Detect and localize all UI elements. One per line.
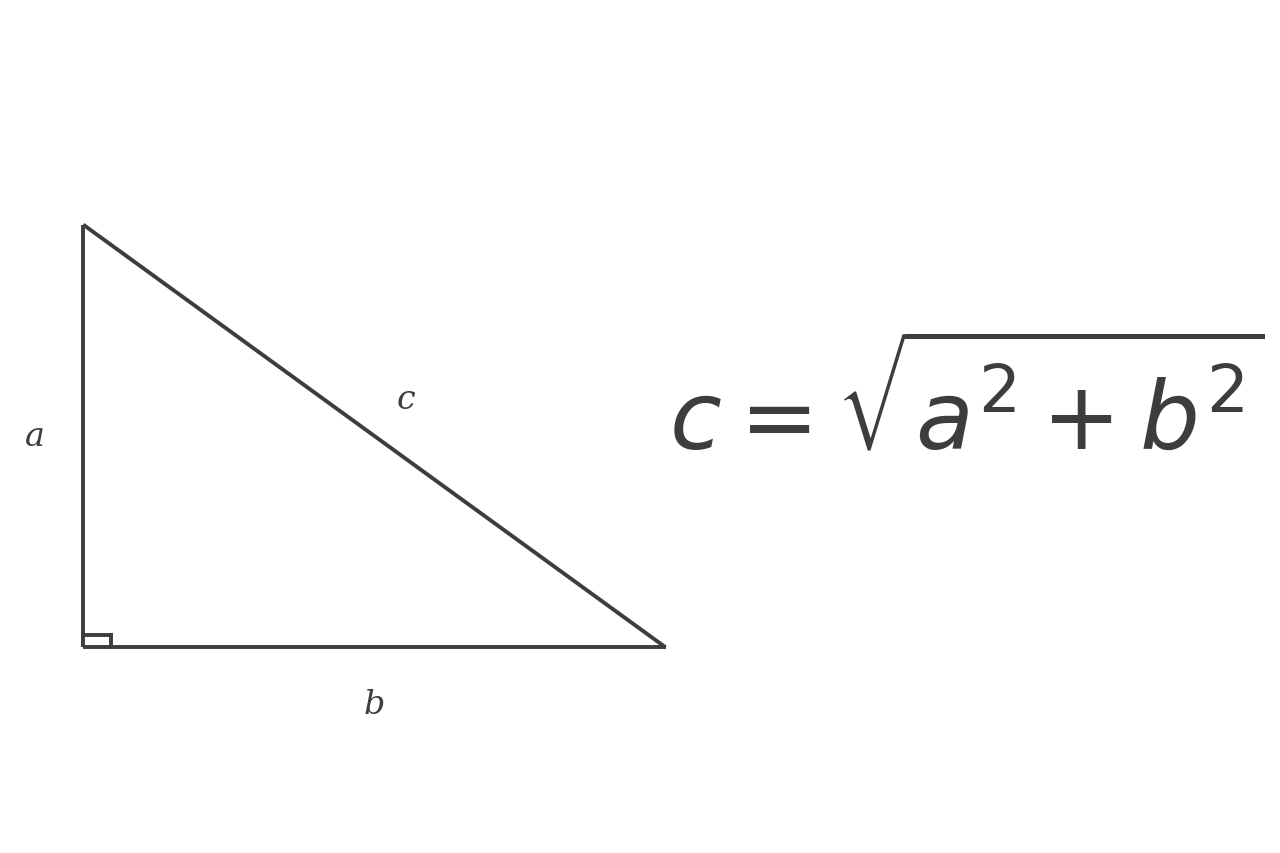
Text: $\mathit{c} = \sqrt{\mathit{a}^2 + \mathit{b}^2}$: $\mathit{c} = \sqrt{\mathit{a}^2 + \math… <box>668 343 1265 468</box>
Text: www.inchcalculator.com: www.inchcalculator.com <box>515 810 765 830</box>
Bar <box>628 743 652 783</box>
Text: a: a <box>24 421 45 452</box>
Text: Hypotenuse Formula: Hypotenuse Formula <box>223 40 1057 118</box>
Text: c: c <box>397 384 416 416</box>
Text: b: b <box>364 688 385 720</box>
